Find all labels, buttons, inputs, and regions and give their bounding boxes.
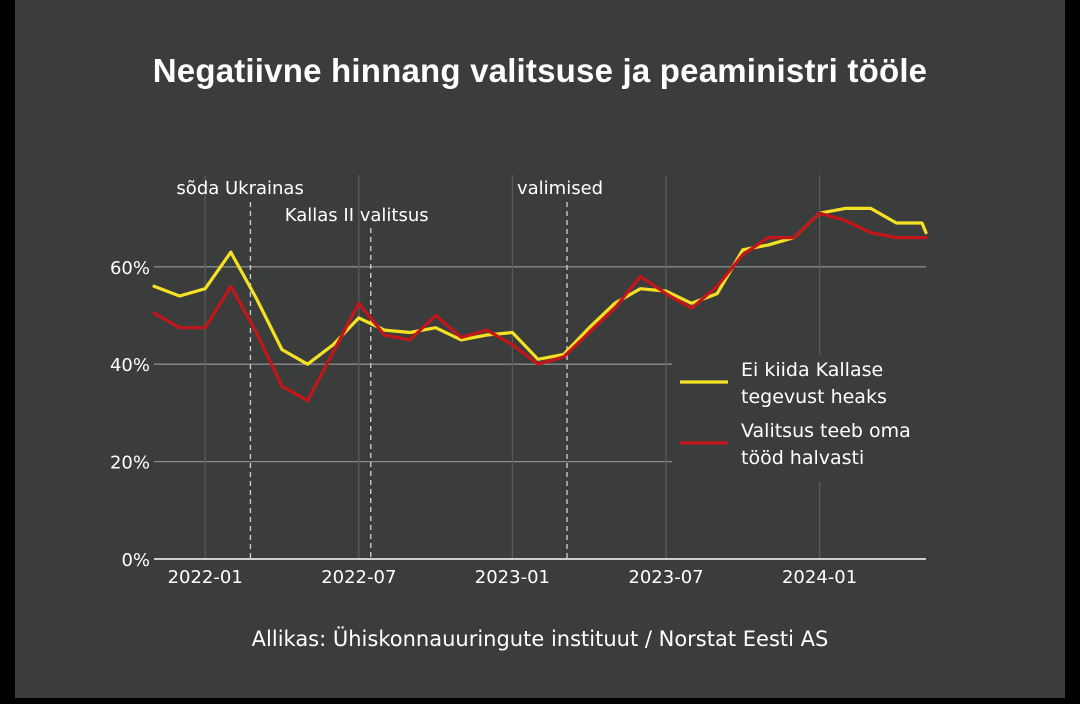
source-note: Allikas: Ühiskonnauuringute instituut / … — [251, 627, 829, 651]
chart-panel — [15, 0, 1065, 698]
legend-label: Valitsus teeb oma — [741, 420, 911, 442]
series-line-red — [152, 211, 928, 403]
chart-title: Negatiivne hinnang valitsuse ja peaminis… — [152, 52, 928, 89]
legend-label: Ei kiida Kallase — [741, 359, 883, 381]
axes: 0% 20% 40% 60% 2022-01 2022-07 2023-01 2023-07 2… — [110, 258, 926, 588]
legend: Ei kiida Kallase tegevust heaks Valitsus t… — [680, 359, 911, 469]
grid — [154, 175, 926, 559]
y-tick-label: 0% — [121, 550, 150, 571]
y-tick-label: 40% — [110, 355, 150, 376]
x-tick-label: 2022-07 — [321, 567, 396, 588]
series-line-yellow — [152, 206, 928, 366]
event-label: sõda Ukrainas — [176, 178, 303, 199]
series-lines — [152, 206, 928, 403]
event-markers: sõda Ukrainas Kallas II valitsus valimised — [176, 178, 603, 559]
x-tick-label: 2023-07 — [628, 567, 703, 588]
y-tick-label: 60% — [110, 258, 150, 279]
x-tick-label: 2024-01 — [782, 567, 857, 588]
event-label: Kallas II valitsus — [285, 205, 429, 226]
legend-label: tegevust heaks — [741, 386, 887, 408]
x-tick-label: 2022-01 — [168, 567, 243, 588]
event-label: valimised — [517, 178, 603, 199]
y-tick-label: 20% — [110, 453, 150, 474]
x-tick-label: 2023-01 — [475, 567, 550, 588]
legend-label: tööd halvasti — [741, 447, 864, 469]
